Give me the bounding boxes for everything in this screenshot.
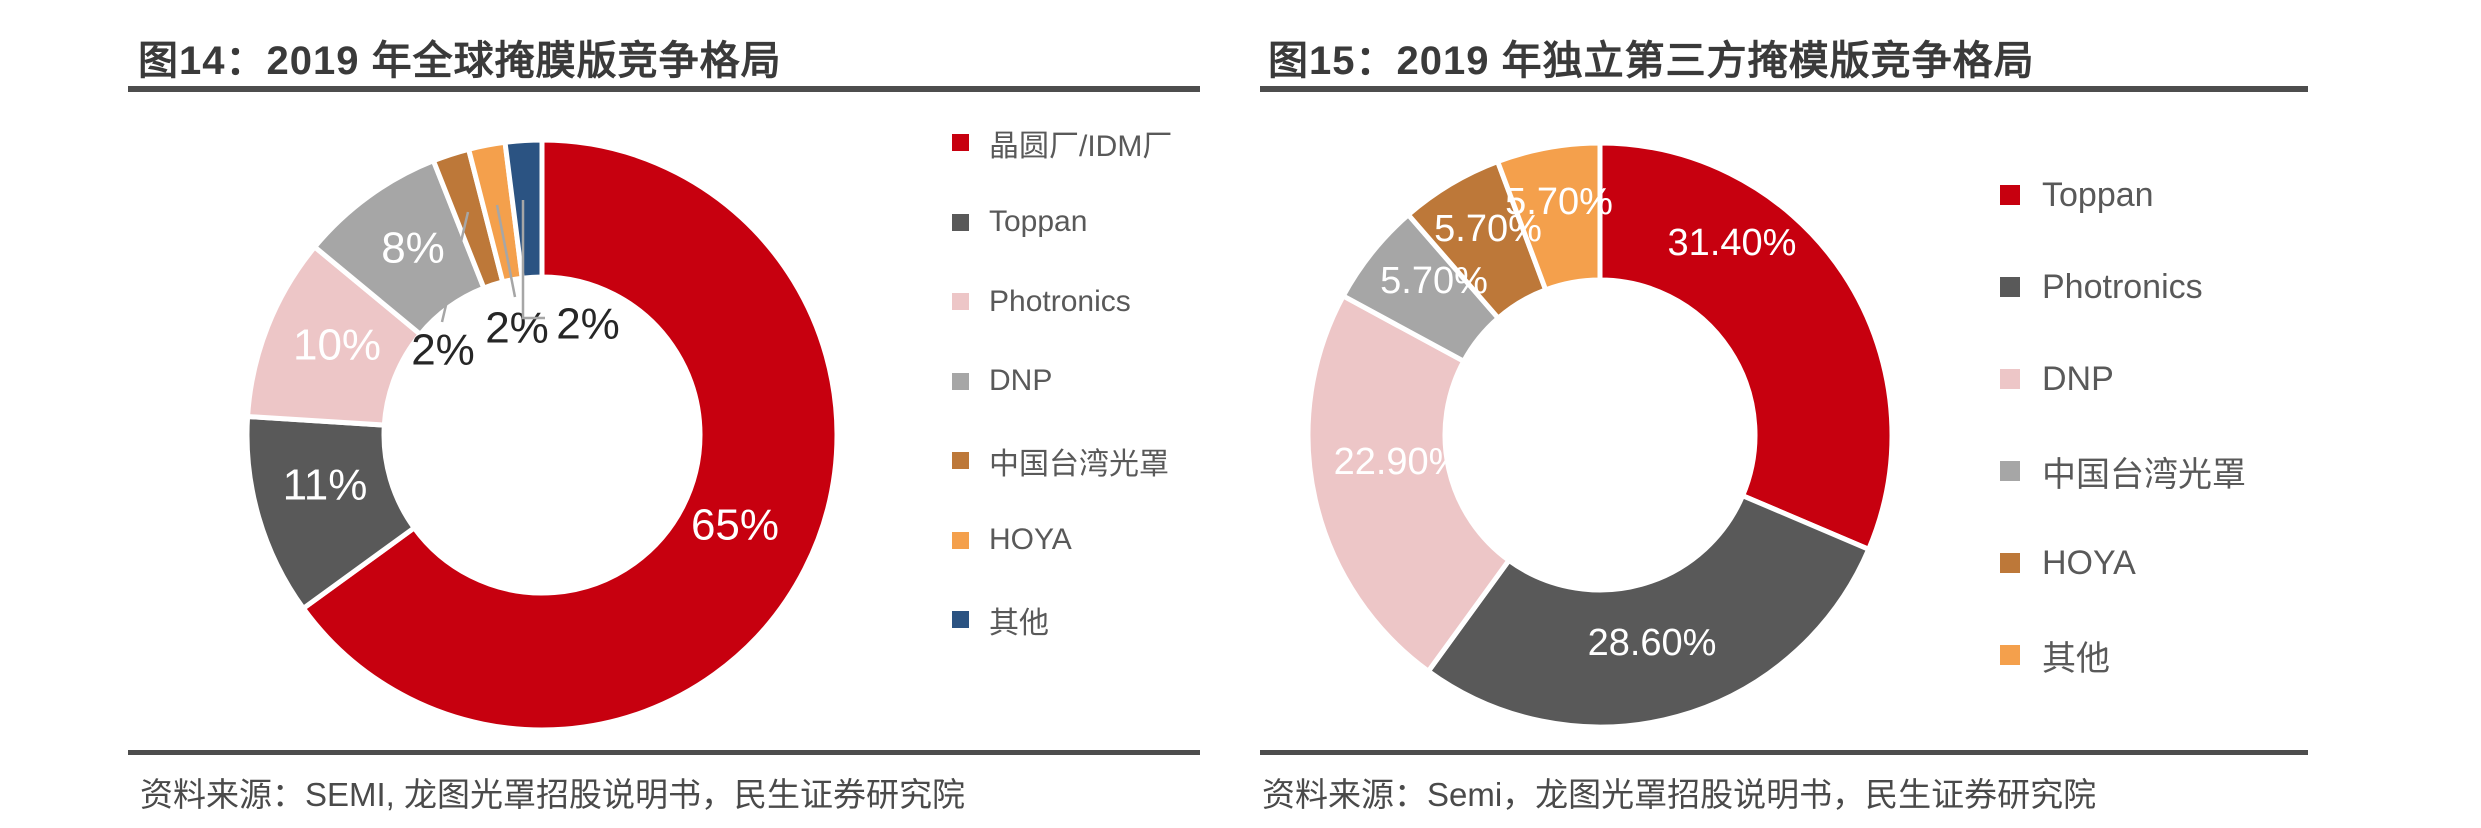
data-label: 8% [381,224,445,273]
data-label: 5.70% [1505,181,1613,223]
data-label: 5.70% [1434,208,1542,250]
legend-item-4: HOYA [2000,517,2246,609]
right-source-note: 资料来源：Semi，龙图光罩招股说明书，民生证券研究院 [1262,776,2097,813]
legend-item-5: HOYA [952,501,1172,581]
data-label: 11% [283,461,368,510]
legend-item-label: DNP [2042,359,2114,398]
legend-marker [952,452,969,470]
data-label: 2% [556,300,620,349]
legend-marker [952,213,969,231]
donut-segment-0 [300,137,840,733]
donut-segment-2 [1305,293,1512,674]
left-legend: 晶圆厂/IDM厂 Toppan Photronics DNP 中国台湾光罩 HOYA 其他 [952,103,1172,660]
donut-segment-5 [1495,140,1603,293]
legend-item-label: HOYA [2042,543,2136,582]
legend-marker [2000,277,2020,297]
donut-segment-1 [1425,493,1872,730]
legend-item-label: Photronics [2042,267,2203,306]
data-label: 28.60% [1588,622,1717,664]
legend-marker [2000,369,2020,389]
legend-item-2: DNP [2000,333,2246,425]
legend-item-label: DNP [989,364,1053,398]
legend-marker [952,611,969,629]
legend-item-4: 中国台湾光罩 [952,421,1172,501]
legend-item-3: 中国台湾光罩 [2000,425,2246,517]
legend-marker [2000,461,2020,481]
legend-marker [2000,185,2020,205]
data-label: 31.40% [1668,222,1797,264]
left-chart-title: 图14：2019 年全球掩膜版竞争格局 [138,39,782,83]
legend-item-label: 其他 [2042,639,2110,678]
data-label: 5.70% [1380,260,1488,302]
legend-item-label: 中国台湾光罩 [2042,455,2246,494]
left-source-note: 资料来源：SEMI, 龙图光罩招股说明书，民生证券研究院 [140,776,966,813]
right-chart-title: 图15：2019 年独立第三方掩模版竞争格局 [1268,39,2035,83]
legend-marker [952,372,969,390]
legend-item-0: Toppan [2000,149,2246,241]
data-label: 10% [293,321,381,370]
legend-item-0: 晶圆厂/IDM厂 [952,103,1172,183]
legend-item-label: Toppan [2042,175,2154,214]
legend-item-label: Photronics [989,284,1131,318]
legend-item-5: 其他 [2000,609,2246,701]
left-title-rule [128,86,1200,92]
legend-item-6: 其他 [952,580,1172,660]
legend-marker [952,293,969,311]
right-donut-chart: 31.40%28.60%22.90%5.70%5.70%5.70% [1305,140,1895,730]
legend-marker [2000,553,2020,573]
legend-item-label: HOYA [989,523,1072,557]
legend-item-label: 其他 [989,606,1049,640]
legend-marker [952,134,969,152]
left-donut-chart: 65%11%10%8%2% 2% 2% [244,137,840,733]
data-label: 2% [485,304,549,353]
legend-item-2: Photronics [952,262,1172,342]
right-title-rule [1260,86,2308,92]
right-legend: Toppan Photronics DNP 中国台湾光罩 HOYA 其他 [2000,149,2246,701]
donut-segment-0 [1597,140,1895,552]
legend-item-1: Toppan [952,183,1172,263]
legend-item-label: 晶圆厂/IDM厂 [989,129,1173,163]
label-leader-line [440,211,470,323]
legend-item-label: 中国台湾光罩 [989,447,1169,481]
data-label: 2% [411,326,475,375]
legend-item-label: Toppan [989,205,1088,239]
legend-marker [952,531,969,549]
data-label: 65% [691,501,779,550]
label-leader-line [495,204,517,298]
left-source-rule [128,750,1200,755]
legend-item-3: DNP [952,342,1172,422]
data-label: 22.90% [1334,441,1463,483]
legend-marker [2000,645,2020,665]
legend-item-1: Photronics [2000,241,2246,333]
right-source-rule [1260,750,2308,755]
label-leader-line [521,200,545,320]
